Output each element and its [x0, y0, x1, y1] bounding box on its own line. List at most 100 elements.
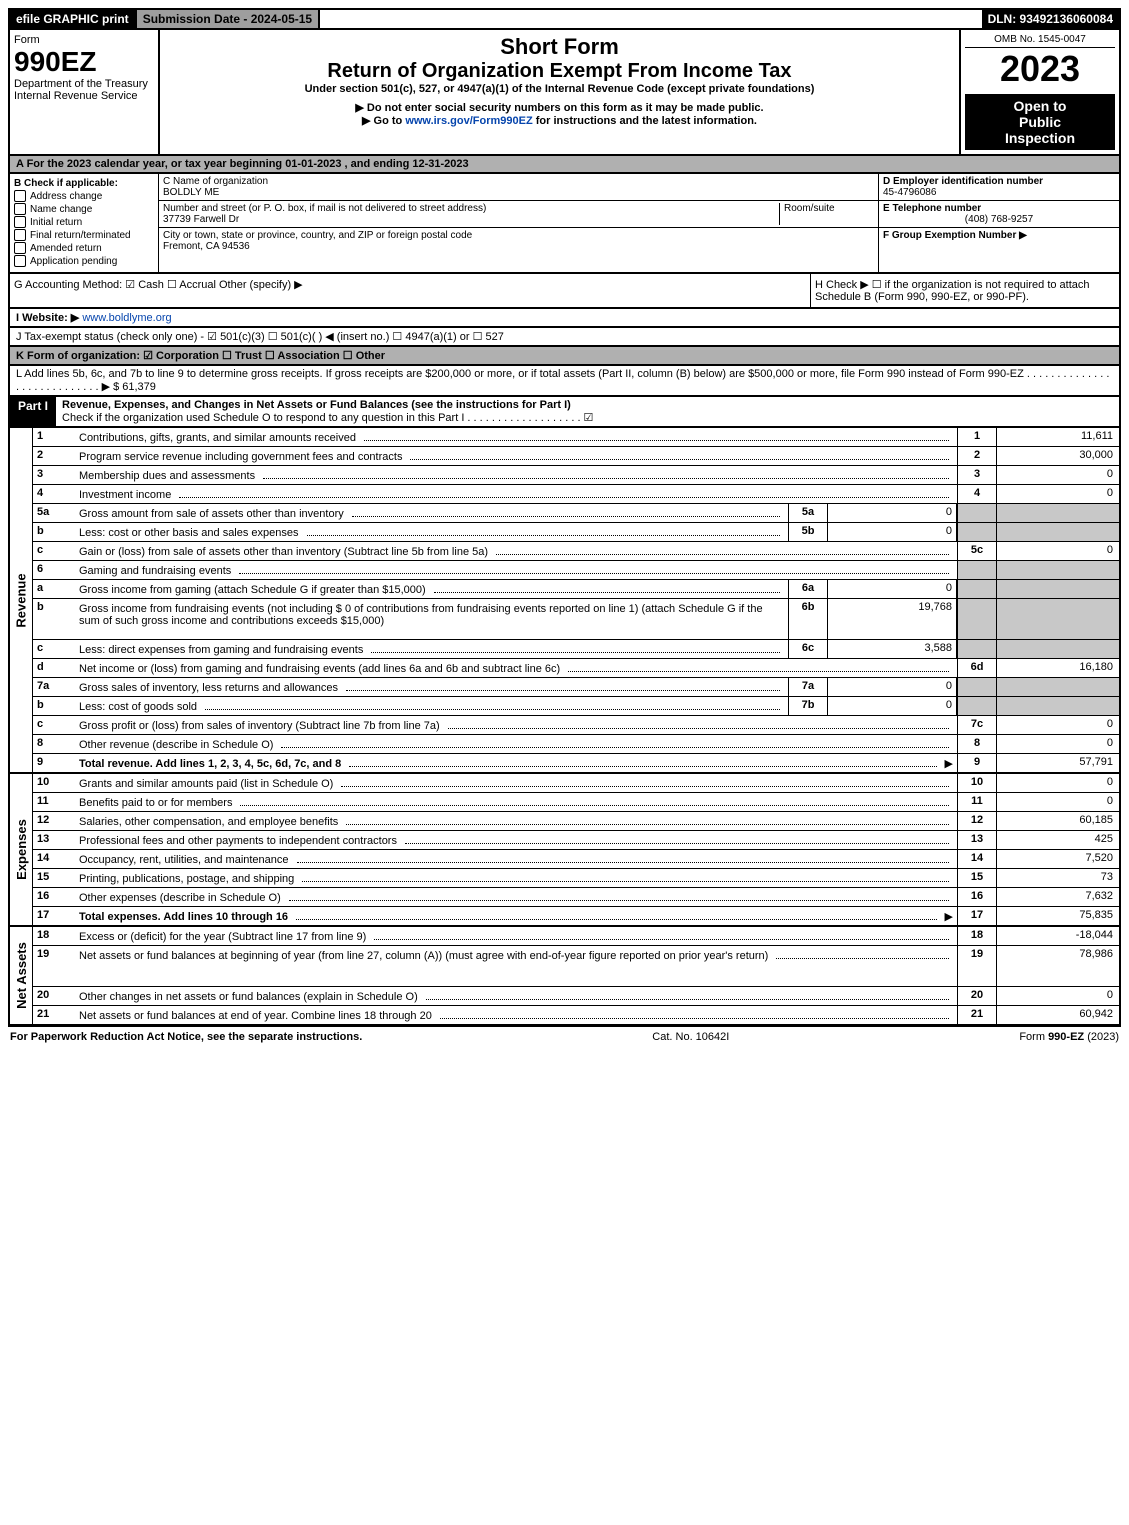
header-sub1: Under section 501(c), 527, or 4947(a)(1)… [164, 83, 955, 95]
line-description: Investment income [75, 485, 957, 503]
line-number: c [33, 640, 75, 658]
line-number: d [33, 659, 75, 677]
header-center: Short Form Return of Organization Exempt… [160, 30, 959, 154]
end-line-value [997, 504, 1119, 522]
table-row: 13Professional fees and other payments t… [33, 831, 1119, 850]
end-line-number: 4 [957, 485, 997, 503]
omb-number: OMB No. 1545-0047 [965, 34, 1115, 48]
line-number: 20 [33, 987, 75, 1005]
line-description: Net income or (loss) from gaming and fun… [75, 659, 957, 677]
efile-label[interactable]: efile GRAPHIC print [10, 10, 135, 28]
col-b-header: B Check if applicable: [14, 178, 154, 189]
line-number: b [33, 697, 75, 715]
name-label: C Name of organization [163, 176, 874, 187]
cb-final-return[interactable] [14, 229, 26, 241]
revenue-side-label: Revenue [10, 428, 33, 772]
revenue-table: Revenue 1Contributions, gifts, grants, a… [8, 428, 1121, 774]
end-line-value: 78,986 [997, 946, 1119, 986]
return-title: Return of Organization Exempt From Incom… [164, 60, 955, 83]
cb-initial-return[interactable] [14, 216, 26, 228]
section-bcd: B Check if applicable: Address change Na… [8, 174, 1121, 274]
end-line-value: -18,044 [997, 927, 1119, 945]
website-link[interactable]: www.boldlyme.org [82, 312, 171, 324]
table-row: 2Program service revenue including gover… [33, 447, 1119, 466]
line-description: Other expenses (describe in Schedule O) [75, 888, 957, 906]
table-row: 4Investment income40 [33, 485, 1119, 504]
cb-label-5: Application pending [30, 256, 117, 267]
table-row: 7aGross sales of inventory, less returns… [33, 678, 1119, 697]
line-number: c [33, 716, 75, 734]
end-line-number: 12 [957, 812, 997, 830]
cb-amended-return[interactable] [14, 242, 26, 254]
line-number: a [33, 580, 75, 598]
cb-label-2: Initial return [30, 217, 82, 228]
table-row: bLess: cost of goods sold7b0 [33, 697, 1119, 716]
end-line-value [997, 523, 1119, 541]
city-label: City or town, state or province, country… [163, 230, 874, 241]
line-description: Gain or (loss) from sale of assets other… [75, 542, 957, 560]
end-line-number [957, 599, 997, 639]
table-row: 16Other expenses (describe in Schedule O… [33, 888, 1119, 907]
end-line-value: 0 [997, 485, 1119, 503]
cb-address-change[interactable] [14, 190, 26, 202]
end-line-number [957, 504, 997, 522]
end-line-value: 75,835 [997, 907, 1119, 925]
end-line-value [997, 640, 1119, 658]
part-1-label: Part I [10, 397, 56, 426]
table-row: dNet income or (loss) from gaming and fu… [33, 659, 1119, 678]
end-line-value: 16,180 [997, 659, 1119, 677]
line-description: Net assets or fund balances at beginning… [75, 946, 957, 986]
org-name: BOLDLY ME [163, 187, 874, 198]
line-description: Contributions, gifts, grants, and simila… [75, 428, 957, 446]
line-description: Program service revenue including govern… [75, 447, 957, 465]
end-line-number [957, 561, 997, 579]
table-row: 3Membership dues and assessments30 [33, 466, 1119, 485]
line-number: 5a [33, 504, 75, 522]
row-h-schedule-b: H Check ▶ ☐ if the organization is not r… [810, 274, 1119, 307]
phone-value: (408) 768-9257 [883, 214, 1115, 225]
line-number: 11 [33, 793, 75, 811]
end-line-number: 15 [957, 869, 997, 887]
line-number: 6 [33, 561, 75, 579]
short-form-title: Short Form [164, 34, 955, 60]
line-description: Gross sales of inventory, less returns a… [75, 678, 788, 696]
line-number: 10 [33, 774, 75, 792]
cb-application-pending[interactable] [14, 255, 26, 267]
header-left: Form 990EZ Department of the Treasury In… [10, 30, 160, 154]
end-line-number: 7c [957, 716, 997, 734]
end-line-value: 60,942 [997, 1006, 1119, 1024]
table-row: 15Printing, publications, postage, and s… [33, 869, 1119, 888]
end-line-value [997, 580, 1119, 598]
irs-link[interactable]: www.irs.gov/Form990EZ [405, 115, 532, 127]
line-number: c [33, 542, 75, 560]
line-number: 19 [33, 946, 75, 986]
line-description: Occupancy, rent, utilities, and maintena… [75, 850, 957, 868]
open1: Open to [969, 98, 1111, 114]
end-line-value: 0 [997, 735, 1119, 753]
end-line-value: 0 [997, 793, 1119, 811]
form-header: Form 990EZ Department of the Treasury In… [8, 30, 1121, 156]
end-line-value: 30,000 [997, 447, 1119, 465]
line-description: Gross amount from sale of assets other t… [75, 504, 788, 522]
end-line-value: 60,185 [997, 812, 1119, 830]
line-description: Membership dues and assessments [75, 466, 957, 484]
irs-label: Internal Revenue Service [14, 90, 154, 102]
row-g-accounting: G Accounting Method: ☑ Cash ☐ Accrual Ot… [10, 274, 810, 307]
line-description: Gross income from gaming (attach Schedul… [75, 580, 788, 598]
line-description: Net assets or fund balances at end of ye… [75, 1006, 957, 1024]
end-line-number: 17 [957, 907, 997, 925]
table-row: 10Grants and similar amounts paid (list … [33, 774, 1119, 793]
part-1-title: Revenue, Expenses, and Changes in Net As… [62, 399, 1113, 411]
table-row: aGross income from gaming (attach Schedu… [33, 580, 1119, 599]
table-row: 8Other revenue (describe in Schedule O)8… [33, 735, 1119, 754]
cb-name-change[interactable] [14, 203, 26, 215]
mid-line-number: 6b [788, 599, 828, 639]
line-number: 13 [33, 831, 75, 849]
cb-label-3: Final return/terminated [30, 230, 131, 241]
line-description: Less: cost or other basis and sales expe… [75, 523, 788, 541]
end-line-number: 9 [957, 754, 997, 772]
netassets-label-text: Net Assets [14, 942, 29, 1009]
line-description: Gaming and fundraising events [75, 561, 957, 579]
line-number: 3 [33, 466, 75, 484]
end-line-number: 21 [957, 1006, 997, 1024]
